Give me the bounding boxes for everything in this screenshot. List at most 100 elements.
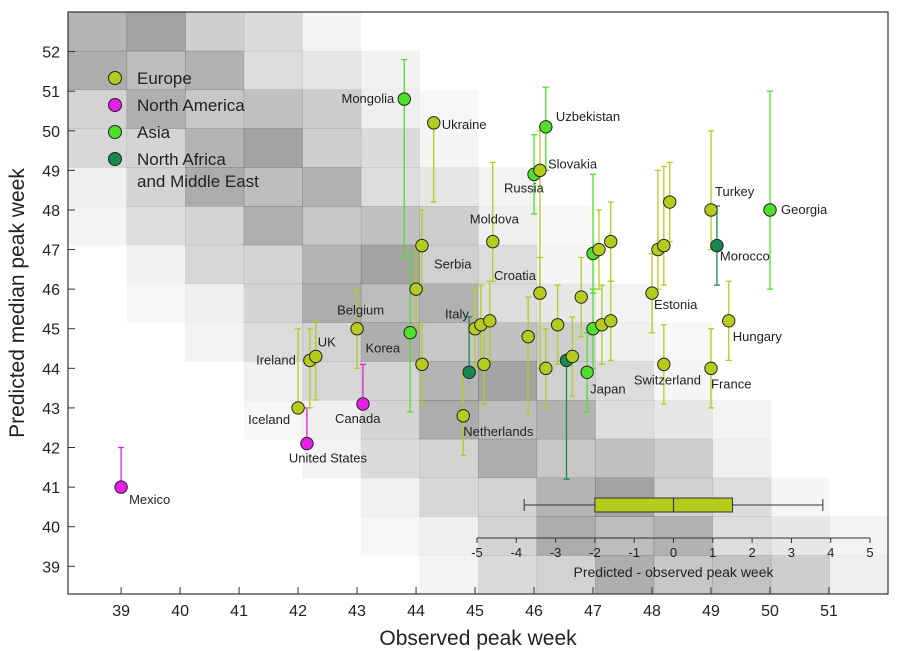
data-point (409, 282, 423, 296)
point-label: Croatia (494, 268, 537, 283)
heatmap-cell (302, 206, 362, 246)
heatmap-cell (536, 477, 596, 517)
point-uk (309, 349, 323, 364)
x-tick-label: 42 (289, 603, 307, 620)
y-tick-label: 45 (42, 322, 60, 339)
y-tick-label: 42 (42, 441, 60, 458)
data-point (477, 357, 491, 372)
y-tick-label: 40 (42, 520, 60, 537)
y-tick-label: 50 (42, 124, 60, 141)
point-morocco (710, 238, 724, 253)
point-label: Hungary (733, 329, 783, 344)
point-slovakia (533, 163, 547, 178)
heatmap-cell (302, 400, 362, 440)
legend-label: and Middle East (137, 172, 259, 191)
inset-tick-label: 5 (866, 545, 873, 560)
y-tick-label: 39 (42, 559, 60, 576)
heatmap-cell (126, 128, 186, 168)
heatmap-cell (243, 244, 303, 285)
x-tick-label: 49 (702, 603, 720, 620)
inset-tick-label: 3 (788, 545, 795, 560)
heatmap-cell (712, 555, 772, 595)
x-tick-label: 45 (466, 603, 484, 620)
heatmap-cell (185, 50, 245, 91)
data-point (462, 365, 476, 379)
x-tick-label: 47 (584, 603, 602, 620)
point-united-states (300, 436, 314, 451)
heatmap-cell (536, 516, 596, 556)
heatmap-cell (536, 283, 596, 323)
point-croatia (533, 286, 547, 300)
point-label: Switzerland (634, 372, 701, 387)
heatmap-cell (185, 244, 245, 285)
inset-tick-label: 0 (670, 545, 677, 560)
x-axis: 39 40 41 42 43 44 45 46 47 48 49 50 51 (112, 587, 838, 620)
legend-label: Europe (137, 69, 192, 88)
heatmap-cell (595, 438, 655, 479)
heatmap-cell (126, 89, 186, 129)
point-estonia (645, 286, 659, 300)
data-point (657, 238, 671, 253)
heatmap-cell (302, 128, 362, 168)
point-serbia (415, 238, 429, 253)
heatmap-cell (360, 167, 420, 207)
heatmap-cell (302, 89, 362, 129)
y-tick-label: 51 (42, 84, 60, 101)
heatmap-cell (68, 12, 128, 52)
heatmap-cell (361, 516, 420, 555)
data-point (521, 329, 535, 344)
heatmap-cell (185, 322, 245, 362)
data-point (483, 314, 497, 328)
x-tick-label: 41 (230, 603, 248, 620)
inset-tick-label: -4 (511, 545, 523, 560)
heatmap-cell (419, 477, 479, 517)
x-tick-label: 46 (525, 603, 543, 620)
legend-label: North America (137, 96, 245, 115)
point-korea (403, 325, 417, 340)
point-label: Italy (445, 307, 469, 322)
heatmap-cell (653, 438, 713, 479)
heatmap-cell (595, 516, 655, 556)
heatmap-cell (185, 12, 245, 52)
x-axis-title: Observed peak week (379, 627, 577, 650)
y-tick-label: 43 (42, 401, 60, 418)
heatmap-cell (243, 128, 303, 168)
heatmap-cell (595, 400, 655, 440)
legend-marker (108, 71, 122, 85)
x-tick-label: 50 (761, 603, 779, 620)
point-japan (580, 365, 594, 379)
heatmap-cell (243, 167, 303, 207)
y-tick-label: 49 (42, 163, 60, 180)
plot-frame (67, 11, 889, 595)
y-axis-title: Predicted median peak week (6, 168, 29, 438)
point-canada (356, 397, 370, 411)
heatmap-cell (770, 555, 830, 595)
legend-marker (108, 125, 122, 139)
legend-label: Asia (137, 123, 171, 142)
heatmap-cell (478, 400, 538, 440)
point-france (704, 361, 718, 376)
point-label: Morocco (720, 249, 770, 264)
point-label: Canada (335, 411, 381, 426)
y-tick-label: 47 (42, 243, 60, 260)
point-label: Uzbekistan (556, 109, 620, 124)
heatmap-cell (360, 438, 420, 479)
heatmap-cell (419, 516, 479, 556)
heatmap-cell (360, 477, 420, 517)
inset-tick-label: 2 (748, 545, 755, 560)
y-axis: 39 40 41 42 43 44 45 46 47 48 49 50 51 52 (42, 45, 75, 576)
inset-tick-label: 4 (827, 545, 834, 560)
heatmap-cell (712, 438, 772, 479)
inset-tick-label: -2 (589, 545, 601, 560)
point-label: Mongolia (341, 91, 395, 106)
heatmap-cell (478, 477, 538, 517)
heatmap-cell (126, 50, 186, 91)
point-uzbekistan (539, 120, 553, 134)
inset-tick-label: -5 (471, 545, 483, 560)
data-point (604, 234, 618, 249)
heatmap-cell (654, 322, 713, 361)
data-point (663, 195, 677, 209)
point-label: United States (289, 451, 368, 466)
point-moldova (486, 234, 500, 249)
